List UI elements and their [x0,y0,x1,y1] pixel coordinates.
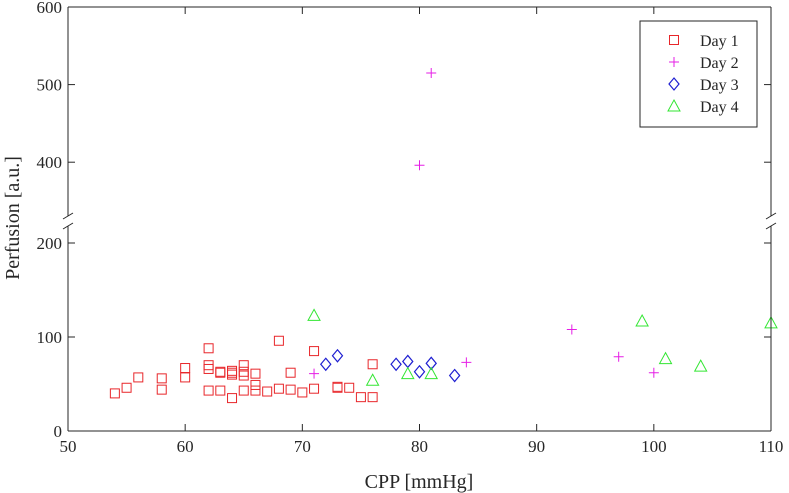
data-point [156,384,167,395]
data-point [227,393,238,404]
legend-box [639,20,758,128]
axis-ticks: 50 60 70 80 90 100 110 0 100 200 400 500 600 [37,0,784,456]
data-point [309,383,320,394]
data-point [332,382,343,393]
axis-break-mark [765,212,777,220]
data-point [238,370,249,381]
data-point [203,363,214,374]
data-point [238,360,249,371]
legend-marker [668,77,680,91]
data-point [355,392,366,403]
data-point [203,343,214,354]
legend-label: Day 2 [700,55,739,72]
data-point [344,382,355,393]
x-axis-label: CPP [mmHg] [365,471,474,493]
data-point [297,387,308,398]
data-point [424,366,439,380]
data-point [109,388,120,399]
data-point [203,385,214,396]
data-point [658,351,673,365]
data-point [367,392,378,403]
axis-break-mark [62,212,74,220]
x-tick-label: 110 [759,437,784,456]
data-point [285,384,296,395]
data-point [648,367,659,378]
data-point [133,372,144,383]
data-point [425,356,437,371]
axis-break-mark [62,222,74,230]
data-point [635,313,649,327]
data-point [215,367,226,378]
x-tick-label: 50 [60,437,77,456]
data-point [238,385,249,396]
data-point [367,359,378,370]
data-point [307,308,321,321]
data-point [121,382,132,393]
x-tick-label: 60 [177,437,194,456]
data-point [285,367,296,378]
y-tick-label: 400 [37,153,63,172]
axis-break-gap [62,216,74,226]
data-point [566,324,577,335]
data-point [613,351,624,362]
legend-marker [669,57,679,67]
data-point [426,67,437,78]
data-point [309,346,320,357]
x-tick-label: 90 [528,437,545,456]
data-point [693,359,708,372]
data-point [180,372,191,383]
legend-label: Day 1 [700,33,739,50]
axis-break-gap [765,216,777,226]
legend-marker [667,98,681,112]
data-point [273,383,284,394]
data-point [250,379,261,390]
y-tick-label: 100 [37,328,63,347]
x-tick-label: 100 [641,437,667,456]
data-point [156,373,167,384]
data-point [331,348,344,363]
data-point [413,364,426,379]
legend-marker [669,35,679,45]
data-point [448,368,461,383]
legend-label: Day 3 [700,77,739,94]
y-axis-label: Perfusion [a.u.] [2,156,24,280]
data-point [215,385,226,396]
y-tick-label: 200 [37,234,63,253]
data-point [273,335,284,346]
data-point [227,369,238,380]
y-tick-label: 500 [37,76,63,95]
x-tick-label: 70 [294,437,311,456]
data-point [414,160,425,171]
data-point [309,368,320,379]
data-point [365,373,380,386]
data-point [319,357,332,372]
data-point [400,366,415,380]
data-point [390,357,402,372]
data-point [250,368,261,379]
x-tick-label: 80 [411,437,428,456]
y-tick-label: 600 [37,0,63,17]
data-point [262,386,273,397]
data-point [461,357,472,368]
series-2 [309,67,659,379]
legend-items: Day 1 Day 2 Day 3 Day 4 [667,33,739,116]
y-tick-label: 0 [54,422,63,441]
legend-label: Day 4 [700,99,739,116]
series-1 [109,335,378,404]
axis-break-mark [765,222,777,230]
legend: Day 1 Day 2 Day 3 Day 4 [639,20,758,128]
data-point [250,385,261,396]
